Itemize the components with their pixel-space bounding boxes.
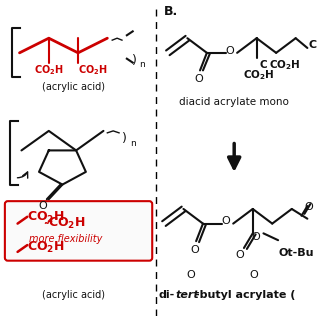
Text: $\mathregular{CO_2H}$: $\mathregular{CO_2H}$: [243, 68, 275, 82]
Text: O: O: [186, 270, 195, 280]
Text: Ot-Bu: Ot-Bu: [278, 248, 314, 258]
Text: O: O: [38, 201, 47, 211]
Text: $\mathregular{\tilde{\ }CO_2H}$: $\mathregular{\tilde{\ }CO_2H}$: [44, 216, 85, 231]
Text: tert: tert: [176, 290, 199, 300]
Text: -butyl acrylate (: -butyl acrylate (: [195, 290, 296, 300]
Text: O: O: [304, 202, 313, 212]
Text: di-: di-: [158, 290, 174, 300]
Text: O: O: [191, 245, 200, 255]
Text: diacid acrylate mono: diacid acrylate mono: [179, 97, 289, 107]
Text: O: O: [225, 46, 234, 56]
Text: (acrylic acid): (acrylic acid): [42, 82, 105, 92]
Text: B.: B.: [164, 5, 178, 18]
Text: $\mathregular{CO_2H}$: $\mathregular{CO_2H}$: [34, 63, 64, 77]
Text: n: n: [140, 60, 145, 69]
Text: $\mathregular{CO_2H}$: $\mathregular{CO_2H}$: [78, 63, 108, 77]
Text: $\mathregular{CO_2H}$: $\mathregular{CO_2H}$: [27, 210, 65, 225]
Text: more flexibility: more flexibility: [29, 234, 103, 244]
Text: O: O: [221, 216, 230, 226]
Text: $\mathregular{CO_2H}$: $\mathregular{CO_2H}$: [269, 59, 301, 72]
Text: C: C: [308, 40, 316, 50]
Text: ): ): [132, 54, 137, 67]
Text: n: n: [130, 139, 136, 148]
Text: O: O: [251, 232, 260, 242]
Text: O: O: [249, 270, 258, 280]
Text: O: O: [236, 250, 244, 260]
Text: $\mathregular{CO_2H}$: $\mathregular{CO_2H}$: [27, 239, 65, 255]
Text: O: O: [195, 74, 204, 84]
FancyBboxPatch shape: [5, 201, 152, 261]
Text: C: C: [260, 60, 267, 69]
Text: ): ): [123, 132, 127, 145]
Text: (acrylic acid): (acrylic acid): [42, 290, 105, 300]
